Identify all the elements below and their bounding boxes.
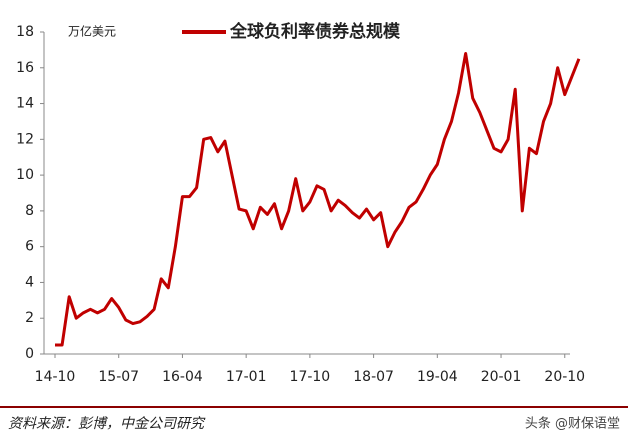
x-tick-label: 18-07	[353, 369, 394, 385]
y-tick-label: 2	[25, 310, 34, 326]
y-tick-label: 14	[16, 96, 34, 112]
y-tick-label: 10	[16, 167, 34, 183]
x-tick-label: 16-04	[162, 369, 203, 385]
x-tick-label: 19-04	[417, 369, 458, 385]
y-tick-label: 4	[25, 274, 34, 290]
watermark: 头条 @财保语堂	[525, 416, 620, 432]
source: 资料来源：彭博，中金公司研究	[8, 416, 206, 432]
x-tick-label: 20-01	[481, 369, 522, 385]
y-tick-label: 12	[16, 131, 34, 147]
x-tick-label: 17-01	[226, 369, 267, 385]
x-tick-label: 20-10	[544, 369, 585, 385]
y-unit-label: 万亿美元	[68, 24, 116, 39]
legend-label: 全球负利率债券总规模	[229, 21, 401, 42]
y-tick-label: 16	[16, 60, 34, 76]
x-tick-label: 14-10	[35, 369, 76, 385]
y-tick-label: 18	[16, 24, 34, 40]
data-line	[55, 51, 581, 347]
y-tick-label: 0	[25, 346, 34, 362]
x-tick-label: 17-10	[290, 369, 331, 385]
y-tick-label: 6	[25, 239, 34, 255]
y-tick-label: 8	[25, 203, 34, 219]
x-tick-label: 15-07	[98, 369, 139, 385]
